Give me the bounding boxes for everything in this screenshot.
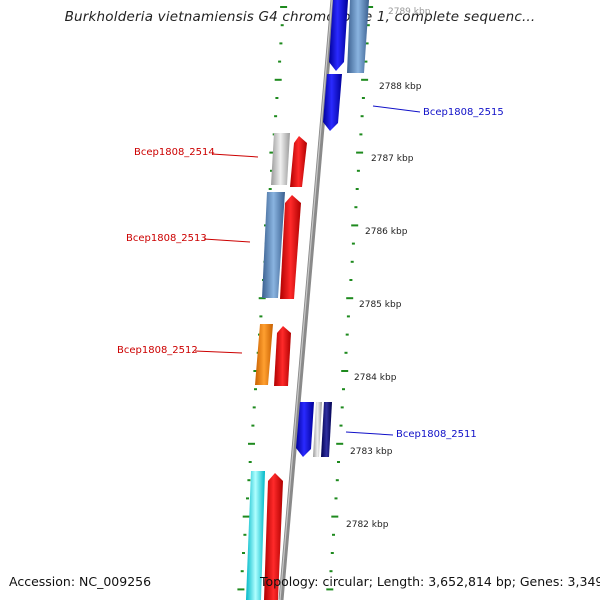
gene-label-bcep1808-2513[interactable]: Bcep1808_2513 [126,233,207,244]
track-dot [268,188,272,190]
tick-label: 2785 kbp [359,300,402,310]
tick-label: 2789 kbp [388,7,431,17]
tick-label: 2787 kbp [371,154,414,164]
track-dot [279,42,283,45]
track-dot [337,461,340,463]
track-dot [342,388,345,391]
track-dot [354,206,358,209]
gene-arrow [323,74,342,131]
map-title: Burkholderia vietnamiensis G4 chromosome… [64,9,536,25]
track-dot [248,442,255,445]
track-dot [336,442,344,445]
right-track-dots [326,6,374,591]
tick-label: 2783 kbp [350,447,393,457]
track-dot [251,424,255,427]
track-dot [270,169,273,172]
forward-gene-blocks [296,0,369,457]
track-dot [242,552,245,554]
gene-arrow [255,324,273,385]
gene-arrow [329,0,348,71]
track-dot [280,24,284,27]
gene-callouts: Bcep1808_2515 Bcep1808_2514 Bcep1808_251… [117,105,504,440]
track-dot [243,533,247,536]
track-dot [339,424,343,427]
track-dot [345,333,349,336]
tick-label: 2782 kbp [346,520,389,530]
track-dot [351,224,359,227]
track-dot [274,78,282,81]
tick-label: 2784 kbp [354,373,397,383]
gene-arrow [313,402,322,457]
reverse-gene-blocks [246,133,307,600]
accession-text: Accession: NC_009256 [9,574,152,589]
track-dot [356,169,360,172]
gene-arrow [290,136,307,187]
track-dot [278,60,282,63]
track-dot [364,60,368,63]
track-dot [335,479,339,482]
gene-arrow [246,471,265,600]
track-dot [360,115,364,118]
gene-arrow [347,0,369,73]
track-dot [349,279,353,281]
gene-arrow [321,402,332,457]
track-dot [366,6,374,8]
track-dot [247,479,251,482]
track-dot [326,588,334,591]
track-dot [240,570,244,573]
track-dot [259,315,263,318]
track-dot [329,570,333,573]
track-dot [361,97,365,99]
gene-label-bcep1808-2511[interactable]: Bcep1808_2511 [396,429,477,440]
track-dot [252,406,256,409]
track-dot [254,388,257,391]
track-dot [334,497,338,500]
track-dot [330,552,334,554]
track-dot [356,151,364,154]
track-dot [237,588,245,591]
track-dot [331,515,339,518]
gene-arrow [262,192,285,298]
track-dot [341,370,349,372]
tick-label: 2788 kbp [379,82,422,92]
track-dot [280,6,288,8]
gene-arrow [296,402,314,457]
gene-label-bcep1808-2512[interactable]: Bcep1808_2512 [117,345,198,356]
track-dot [346,315,350,318]
gene-arrow [271,133,290,185]
track-dot [365,42,369,45]
track-dot [346,297,354,300]
track-dot [275,97,279,99]
track-dot [355,188,359,190]
gene-arrow [264,473,283,600]
gene-label-bcep1808-2515[interactable]: Bcep1808_2515 [423,107,504,118]
track-dot [332,533,335,536]
tick-label: 2786 kbp [365,227,408,237]
track-dot [351,242,355,245]
track-dot [361,78,369,81]
track-dot [350,260,354,263]
chromosome-backbone [278,0,336,600]
track-dot [248,461,252,463]
track-dot [246,497,249,500]
track-dot [258,297,266,300]
track-dot [366,24,370,27]
gene-label-bcep1808-2514[interactable]: Bcep1808_2514 [134,147,215,158]
track-dot [359,133,363,136]
track-dot [274,115,278,118]
track-dot [340,406,344,409]
sequence-summary-text: Topology: circular; Length: 3,652,814 bp… [260,574,600,589]
gene-arrow [280,195,301,299]
gene-arrow [274,326,291,386]
track-dot [242,515,250,518]
chromosome-backbone-highlight [279,0,333,600]
track-dot [344,351,348,354]
